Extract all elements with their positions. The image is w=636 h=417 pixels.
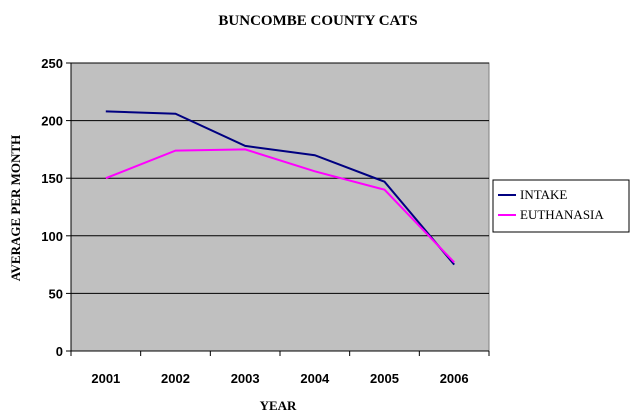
legend-label: EUTHANASIA bbox=[520, 207, 604, 222]
legend-label: INTAKE bbox=[520, 187, 567, 202]
y-tick-label: 150 bbox=[41, 171, 63, 186]
x-tick-label: 2003 bbox=[231, 371, 260, 386]
chart-title: BUNCOMBE COUNTY CATS bbox=[218, 13, 417, 29]
x-axis-title: YEAR bbox=[260, 398, 297, 413]
series-line-intake bbox=[105, 110, 455, 266]
series-lines bbox=[105, 110, 455, 266]
y-tick-label: 250 bbox=[41, 56, 63, 71]
y-tick-label: 0 bbox=[56, 344, 63, 359]
y-tick-label: 200 bbox=[41, 114, 63, 129]
y-axis-ticks: 0 50 100 150 200 250 bbox=[41, 56, 71, 359]
y-tick-label: 100 bbox=[41, 229, 63, 244]
x-tick-label: 2006 bbox=[440, 371, 469, 386]
series-line-euthanasia bbox=[105, 148, 455, 263]
legend-box bbox=[492, 179, 630, 233]
x-axis-ticks: 2001 2002 2003 2004 2005 2006 bbox=[70, 351, 490, 386]
y-tick-label: 50 bbox=[49, 286, 63, 301]
gridlines bbox=[71, 62, 489, 294]
legend: INTAKE EUTHANASIA bbox=[492, 179, 630, 233]
x-tick-label: 2001 bbox=[91, 371, 120, 386]
x-tick-label: 2002 bbox=[161, 371, 190, 386]
y-axis-title: AVERAGE PER MONTH bbox=[8, 135, 23, 281]
x-tick-label: 2004 bbox=[300, 371, 330, 386]
x-tick-label: 2005 bbox=[370, 371, 399, 386]
plot-area bbox=[70, 62, 490, 352]
